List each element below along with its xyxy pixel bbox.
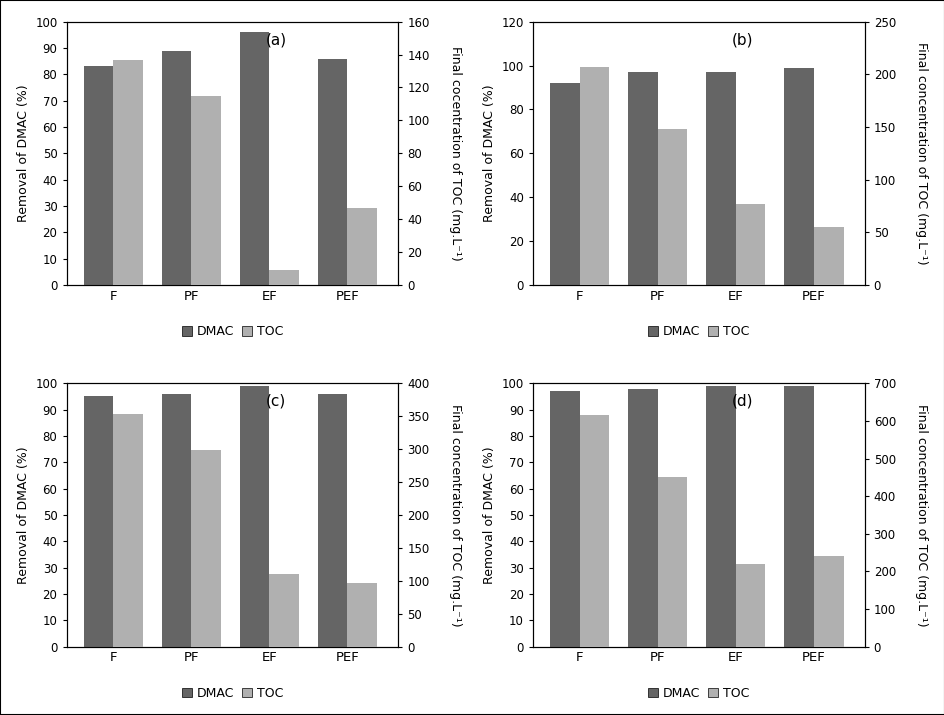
Y-axis label: Removal of DMAC (%): Removal of DMAC (%) xyxy=(482,446,496,583)
Bar xyxy=(657,478,686,646)
Bar xyxy=(735,564,765,646)
Y-axis label: Removal of DMAC (%): Removal of DMAC (%) xyxy=(17,446,29,583)
Y-axis label: Removal of DMAC (%): Removal of DMAC (%) xyxy=(17,84,29,222)
Bar xyxy=(113,59,143,285)
Bar xyxy=(657,129,686,285)
Bar xyxy=(161,394,192,646)
Text: (b): (b) xyxy=(732,32,752,47)
Bar xyxy=(161,51,192,285)
Bar xyxy=(579,67,609,285)
Bar xyxy=(192,450,221,646)
Y-axis label: Removal of DMAC (%): Removal of DMAC (%) xyxy=(482,84,496,222)
Bar xyxy=(317,59,347,285)
Text: (a): (a) xyxy=(265,32,286,47)
Bar xyxy=(269,574,299,646)
Y-axis label: Final concentration of TOC (mg.L⁻¹): Final concentration of TOC (mg.L⁻¹) xyxy=(915,42,927,265)
Legend: DMAC, TOC: DMAC, TOC xyxy=(648,687,749,700)
Bar xyxy=(705,72,735,285)
Bar xyxy=(705,386,735,646)
Legend: DMAC, TOC: DMAC, TOC xyxy=(181,687,282,700)
Y-axis label: Final cocentration of TOC (mg.L⁻¹): Final cocentration of TOC (mg.L⁻¹) xyxy=(448,46,462,261)
Legend: DMAC, TOC: DMAC, TOC xyxy=(181,325,282,338)
Bar xyxy=(549,83,579,285)
Bar xyxy=(84,397,113,646)
Y-axis label: Final concentration of TOC (mg.L⁻¹): Final concentration of TOC (mg.L⁻¹) xyxy=(915,404,927,626)
Bar xyxy=(317,394,347,646)
Bar xyxy=(579,415,609,646)
Bar xyxy=(192,96,221,285)
Bar xyxy=(84,66,113,285)
Text: (c): (c) xyxy=(265,394,285,409)
Bar xyxy=(269,270,299,285)
Bar xyxy=(347,583,377,646)
Bar xyxy=(628,388,657,646)
Bar xyxy=(813,227,843,285)
Bar xyxy=(784,68,813,285)
Bar xyxy=(784,386,813,646)
Bar xyxy=(240,386,269,646)
Bar xyxy=(735,204,765,285)
Bar xyxy=(347,207,377,285)
Bar xyxy=(113,413,143,646)
Bar xyxy=(628,72,657,285)
Bar xyxy=(240,32,269,285)
Text: (d): (d) xyxy=(732,394,752,409)
Y-axis label: Final concentration of TOC (mg.L⁻¹): Final concentration of TOC (mg.L⁻¹) xyxy=(448,404,462,626)
Bar xyxy=(813,556,843,646)
Bar xyxy=(549,391,579,646)
Legend: DMAC, TOC: DMAC, TOC xyxy=(648,325,749,338)
